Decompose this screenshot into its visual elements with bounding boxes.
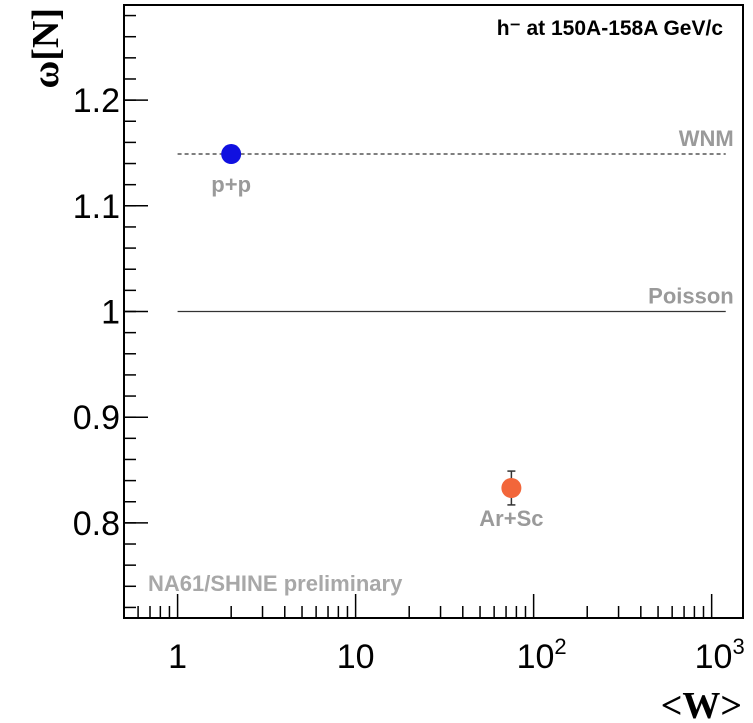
data-point-p-p [221,144,242,165]
preliminary-label: NA61/SHINE preliminary [148,571,403,596]
reference-lines: WNM Poisson [177,126,734,313]
y-tick-label: 1.2 [73,82,120,120]
x-tick-label: 10 [337,638,375,676]
data-points: p+p Ar+Sc [211,144,543,531]
x-tick-label: 102 [517,634,567,676]
y-tick-label: 1.1 [73,188,120,226]
y-axis-title: ω[N] [25,8,67,89]
y-tick-label: 0.8 [73,505,120,543]
x-minor-ticks [123,606,705,618]
reference-label-wnm: WNM [679,126,734,151]
x-tick-label: 1 [168,638,187,676]
reference-label-poisson: Poisson [648,284,734,309]
x-axis-title: <W> [661,685,742,723]
point-label-p-p: p+p [211,172,251,197]
y-tick-label: 1 [101,294,120,332]
x-major-ticks [176,594,713,618]
point-label-ar-sc: Ar+Sc [479,506,543,531]
x-tick-labels: 1 10 102 103 [168,634,745,676]
y-tick-label: 0.9 [73,399,120,437]
chart-title: h⁻ at 150A-158A GeV/c [497,17,724,40]
data-point-ar-sc [501,478,522,499]
x-tick-label: 103 [695,634,745,676]
y-major-ticks [124,99,148,524]
y-tick-labels: 0.8 0.9 1 1.1 1.2 [73,82,120,543]
